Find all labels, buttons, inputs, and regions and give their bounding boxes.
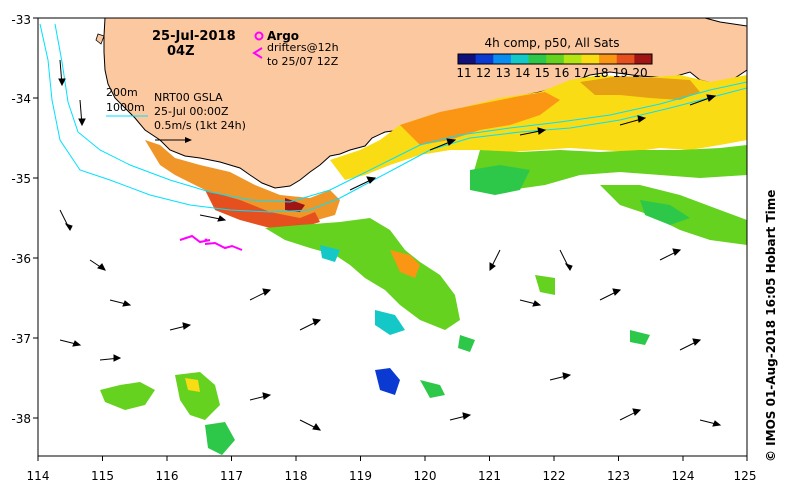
drifter-marker-icon (252, 47, 263, 59)
colorbar-cell (510, 54, 530, 64)
colorbar-cell (563, 54, 582, 64)
colorbar-cell (493, 54, 512, 64)
y-tick-label: -37 (11, 332, 31, 346)
gsla-line-2: 25-Jul 00:00Z (154, 105, 229, 118)
x-tick-label: 122 (543, 469, 566, 483)
y-tick-label: -35 (11, 172, 31, 186)
colorbar-tick-label: 14 (515, 66, 530, 80)
colorbar-title: 4h comp, p50, All Sats (484, 36, 619, 50)
y-axis: -33 -34 -35 -36 -37 -38 (11, 13, 38, 426)
colorbar: 4h comp, p50, All Sats 11 12 13 14 15 16 17 18 1… (456, 36, 653, 80)
y-tick-label: -33 (11, 13, 31, 27)
x-axis: 114 115 116 117 118 119 120 121 122 123 … (27, 456, 757, 483)
y-tick-label: -34 (11, 92, 31, 106)
credit-text: © IMOS 01-Aug-2018 16:05 Hobart Time (764, 189, 778, 462)
x-tick-label: 121 (478, 469, 501, 483)
argo-label: Argo (267, 29, 299, 43)
x-tick-label: 120 (414, 469, 437, 483)
isobath-label-1000: 1000m (106, 101, 145, 114)
colorbar-frame (457, 53, 653, 65)
colorbar-tick-label: 13 (495, 66, 510, 80)
x-tick-label: 117 (220, 469, 243, 483)
colorbar-cell (599, 54, 618, 64)
colorbar-cell (475, 54, 494, 64)
plot-frame (37, 17, 748, 457)
gsla-line-3: 0.5m/s (1kt 24h) (154, 119, 246, 132)
colorbar-tick-label: 15 (535, 66, 550, 80)
island (95, 33, 105, 45)
argo-marker-icon (254, 31, 264, 41)
colorbar-cell (581, 54, 600, 64)
x-tick-label: 116 (156, 469, 179, 483)
x-tick-label: 114 (27, 469, 50, 483)
x-tick-label: 123 (607, 469, 630, 483)
drifter-point (204, 238, 208, 242)
hour-label: 04Z (167, 44, 195, 59)
colorbar-tick-label: 16 (554, 66, 569, 80)
colorbar-tick-label: 12 (476, 66, 491, 80)
colorbar-cell (616, 54, 635, 64)
y-tick-label: -36 (11, 252, 31, 266)
colorbar-cell (634, 54, 653, 64)
current-arrows (58, 59, 722, 431)
colorbar-tick-label: 11 (456, 66, 471, 80)
colorbar-tick-label: 20 (632, 66, 647, 80)
date-label: 25-Jul-2018 (152, 29, 236, 44)
colorbar-tick-label: 19 (613, 66, 628, 80)
x-tick-label: 118 (285, 469, 308, 483)
x-tick-label: 115 (91, 469, 114, 483)
isobath-lines (39, 23, 747, 213)
x-tick-label: 124 (672, 469, 695, 483)
drifter-label-1: drifters@12h (267, 41, 339, 54)
scale-arrow-head (185, 137, 192, 143)
colorbar-tick-label: 17 (574, 66, 589, 80)
colorbar-cell (458, 54, 477, 64)
sst-patches (100, 75, 747, 455)
colorbar-tick-label: 18 (593, 66, 608, 80)
x-tick-label: 119 (349, 469, 372, 483)
colorbar-cell (528, 54, 547, 64)
isobath-label-200: 200m (106, 86, 138, 99)
gsla-line-1: NRT00 GSLA (154, 91, 223, 104)
x-tick-label: 125 (734, 469, 757, 483)
y-tick-label: -38 (11, 412, 31, 426)
colorbar-cell (546, 54, 565, 64)
drifter-label-2: to 25/07 12Z (267, 55, 339, 68)
